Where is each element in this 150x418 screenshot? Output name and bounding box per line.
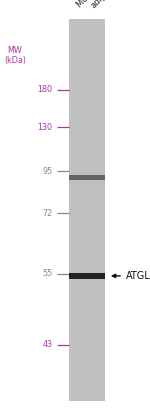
Text: 180: 180 [38, 85, 52, 94]
Text: 130: 130 [38, 123, 52, 132]
Text: MW
(kDa): MW (kDa) [4, 46, 26, 65]
Text: 72: 72 [42, 209, 52, 218]
Bar [69, 273, 105, 279]
Text: Mouse white
adipose: Mouse white adipose [75, 0, 126, 17]
Text: ATGL: ATGL [126, 271, 150, 281]
Bar [69, 175, 105, 180]
Text: 95: 95 [42, 167, 52, 176]
Text: 43: 43 [42, 340, 52, 349]
Text: 55: 55 [42, 269, 52, 278]
Bar [69, 19, 105, 401]
